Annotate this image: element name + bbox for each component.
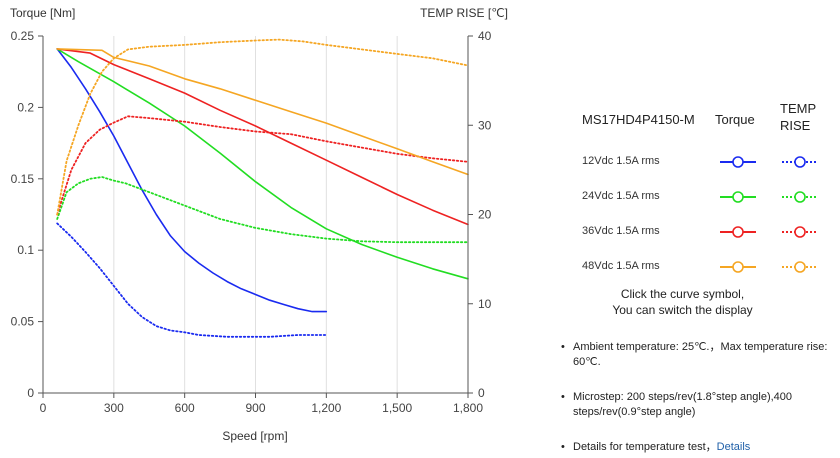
legend-torque-symbol[interactable] (718, 222, 758, 242)
legend-hint-line2: You can switch the display (612, 303, 753, 317)
x-tick-label: 1,500 (382, 401, 412, 415)
legend-temp-symbol[interactable] (780, 152, 820, 172)
x-tick-label: 300 (104, 401, 124, 415)
legend-row: 36Vdc 1.5A rms (560, 214, 835, 249)
legend-torque-header: Torque (715, 112, 755, 127)
series-line-0[interactable] (56, 48, 328, 313)
series-line-4[interactable] (56, 48, 469, 226)
notes-list: Ambient temperature: 25℃.，Max temperatur… (560, 340, 835, 455)
chart-legend: MS17HD4P4150-M Torque TEMP RISE 12Vdc 1.5… (560, 96, 835, 284)
x-axis-label: Speed [rpm] (222, 429, 287, 443)
legend-torque-symbol[interactable] (718, 152, 758, 172)
legend-symbol-marker (794, 156, 806, 168)
y-left-tick-label: 0.25 (11, 29, 35, 43)
y-right-tick-label: 40 (478, 29, 492, 43)
legend-temp-header: TEMP RISE (780, 100, 820, 134)
legend-hint-line1: Click the curve symbol, (620, 287, 745, 301)
x-tick-label: 1,200 (311, 401, 341, 415)
legend-model-name: MS17HD4P4150-M (582, 112, 695, 127)
details-link[interactable]: Details (716, 441, 751, 453)
legend-hint: Click the curve symbol, You can switch t… (560, 286, 805, 318)
y-left-axis-label: Torque [Nm] (10, 6, 75, 20)
x-tick-label: 600 (175, 401, 195, 415)
y-right-tick-label: 20 (478, 208, 492, 222)
y-left-tick-label: 0.1 (17, 243, 34, 257)
legend-temp-symbol[interactable] (780, 187, 820, 207)
legend-row-label: 24Vdc 1.5A rms (582, 190, 660, 202)
y-left-tick-label: 0.05 (11, 315, 35, 329)
note-details: Details for temperature test，Details (560, 440, 835, 455)
x-tick-label: 0 (40, 401, 47, 415)
x-tick-label: 1,800 (453, 401, 483, 415)
series-line-5[interactable] (56, 115, 469, 216)
legend-torque-symbol[interactable] (718, 257, 758, 277)
legend-symbol-marker (732, 156, 744, 168)
legend-temp-header-line1: TEMP (780, 101, 817, 116)
legend-symbol-marker (732, 261, 744, 273)
legend-row-label: 48Vdc 1.5A rms (582, 260, 660, 272)
legend-temp-symbol[interactable] (780, 222, 820, 242)
note-microstep: Microstep: 200 steps/rev(1.8°step angle)… (560, 390, 835, 420)
legend-temp-header-line2: RISE (780, 118, 811, 133)
x-tick-label: 900 (245, 401, 265, 415)
legend-symbol-marker (794, 191, 806, 203)
legend-torque-symbol[interactable] (718, 187, 758, 207)
torque-speed-chart: 0 300 600 900 1,200 1,500 1,80000.050.10.150.2… (10, 6, 508, 443)
series-line-1[interactable] (56, 222, 328, 338)
y-left-tick-label: 0.15 (11, 172, 35, 186)
legend-header: MS17HD4P4150-M Torque TEMP RISE (560, 96, 835, 144)
legend-row-label: 12Vdc 1.5A rms (582, 155, 660, 167)
chart-grid (113, 36, 469, 393)
chart-axes: 0 300 600 900 1,200 1,500 1,80000.050.10.150.2… (11, 29, 492, 415)
legend-symbol-marker (794, 226, 806, 238)
series-line-3[interactable] (56, 176, 469, 244)
y-right-tick-label: 10 (478, 297, 492, 311)
chart-series-layer (56, 38, 469, 338)
legend-row: 12Vdc 1.5A rms (560, 144, 835, 179)
series-line-2[interactable] (56, 48, 469, 280)
y-right-axis-label: TEMP RISE [℃] (420, 6, 508, 20)
y-left-tick-label: 0.2 (17, 100, 34, 114)
legend-symbol-marker (732, 226, 744, 238)
y-right-tick-label: 0 (478, 386, 485, 400)
y-right-tick-label: 30 (478, 118, 492, 132)
legend-row: 24Vdc 1.5A rms (560, 179, 835, 214)
legend-rows: 12Vdc 1.5A rms 24Vdc 1.5A rms 36Vdc 1.5A r… (560, 144, 835, 284)
series-line-7[interactable] (56, 38, 469, 216)
legend-symbol-marker (794, 261, 806, 273)
legend-row-label: 36Vdc 1.5A rms (582, 225, 660, 237)
note-ambient: Ambient temperature: 25℃.，Max temperatur… (560, 340, 835, 370)
y-left-tick-label: 0 (27, 386, 34, 400)
note-details-text: Details for temperature test， (573, 441, 717, 453)
legend-temp-symbol[interactable] (780, 257, 820, 277)
legend-symbol-marker (732, 191, 744, 203)
legend-row: 48Vdc 1.5A rms (560, 249, 835, 284)
